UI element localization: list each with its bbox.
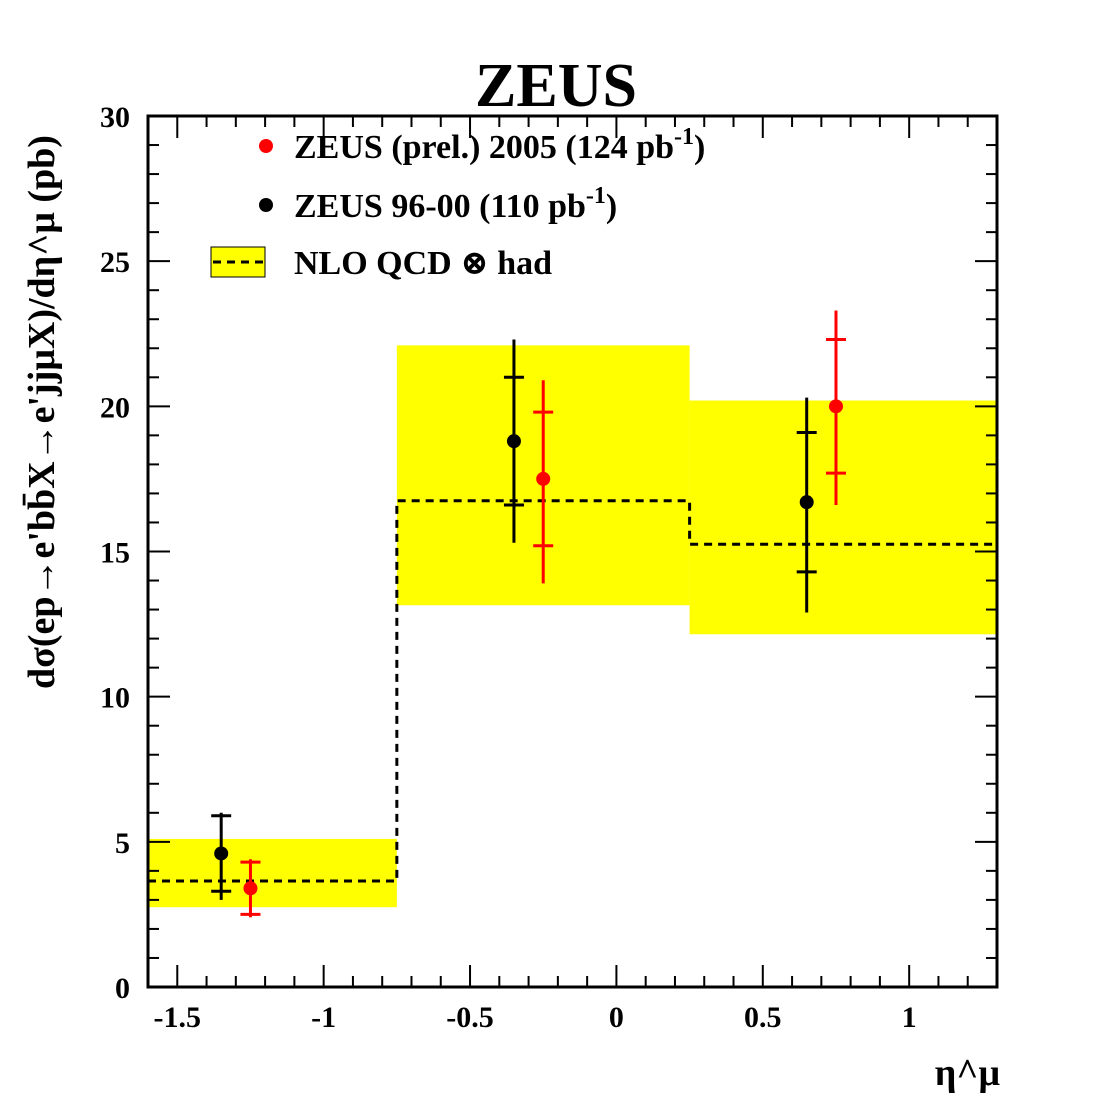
- data-marker: [214, 846, 229, 861]
- data-point-s1-p0: [211, 812, 232, 900]
- data-point-s0-p2: [825, 310, 846, 506]
- legend-label-tail: ): [606, 188, 617, 225]
- legend-label-tail: ): [694, 129, 705, 166]
- legend-item-nlo: NLO QCD ⊗ had: [210, 245, 552, 282]
- legend-label: ZEUS (prel.) 2005 (124 pb-1): [294, 124, 705, 166]
- x-tick-label: 1: [902, 1001, 917, 1034]
- legend-label-text: NLO QCD ⊗ had: [294, 245, 552, 282]
- y-tick-label: 10: [100, 682, 130, 715]
- data-marker: [243, 881, 258, 896]
- legend-item-zeus2005: ZEUS (prel.) 2005 (124 pb-1): [259, 124, 705, 166]
- x-tick-label: -0.5: [446, 1001, 494, 1034]
- data-marker: [506, 434, 521, 449]
- legend-label: NLO QCD ⊗ had: [294, 245, 552, 282]
- legend-label: ZEUS 96-00 (110 pb-1): [294, 183, 617, 225]
- data-marker: [799, 495, 814, 510]
- data-marker: [536, 471, 551, 486]
- legend: ZEUS (prel.) 2005 (124 pb-1)ZEUS 96-00 (…: [210, 124, 705, 282]
- legend-marker-dot: [259, 139, 273, 153]
- y-tick-label: 0: [115, 972, 130, 1005]
- y-tick-label: 20: [100, 391, 130, 424]
- legend-label-text: ZEUS (prel.) 2005 (124 pb: [294, 129, 674, 166]
- chart-title: ZEUS: [475, 52, 637, 120]
- nlo-band-2: [689, 400, 997, 635]
- legend-label-text: ZEUS 96-00 (110 pb: [294, 188, 586, 225]
- nlo-band-0: [148, 838, 397, 908]
- legend-label-sup: -1: [586, 183, 606, 209]
- data-point-s0-p0: [240, 859, 261, 918]
- data-points: [211, 310, 846, 918]
- data-point-s0-p1: [533, 380, 554, 584]
- legend-item-zeus9600: ZEUS 96-00 (110 pb-1): [259, 183, 617, 225]
- x-tick-label: -1: [311, 1001, 336, 1034]
- x-tick-label: -1.5: [154, 1001, 202, 1034]
- y-tick-label: 5: [115, 827, 130, 860]
- data-point-s1-p2: [796, 397, 817, 613]
- x-tick-label: 0.5: [744, 1001, 782, 1034]
- y-axis-label: dσ(ep→e'bb̄X→e'jjμX)/dη^μ (pb): [21, 135, 63, 689]
- legend-label-sup: -1: [674, 124, 694, 150]
- data-marker: [828, 399, 843, 414]
- y-tick-label: 25: [100, 246, 130, 279]
- x-axis-label: η^μ: [935, 1052, 1001, 1094]
- data-point-s1-p1: [503, 339, 524, 543]
- nlo-uncertainty-bands: [148, 345, 997, 908]
- y-tick-label: 30: [100, 101, 130, 134]
- legend-marker-dot: [259, 198, 273, 212]
- x-tick-label: 0: [609, 1001, 624, 1034]
- y-tick-label: 15: [100, 537, 130, 570]
